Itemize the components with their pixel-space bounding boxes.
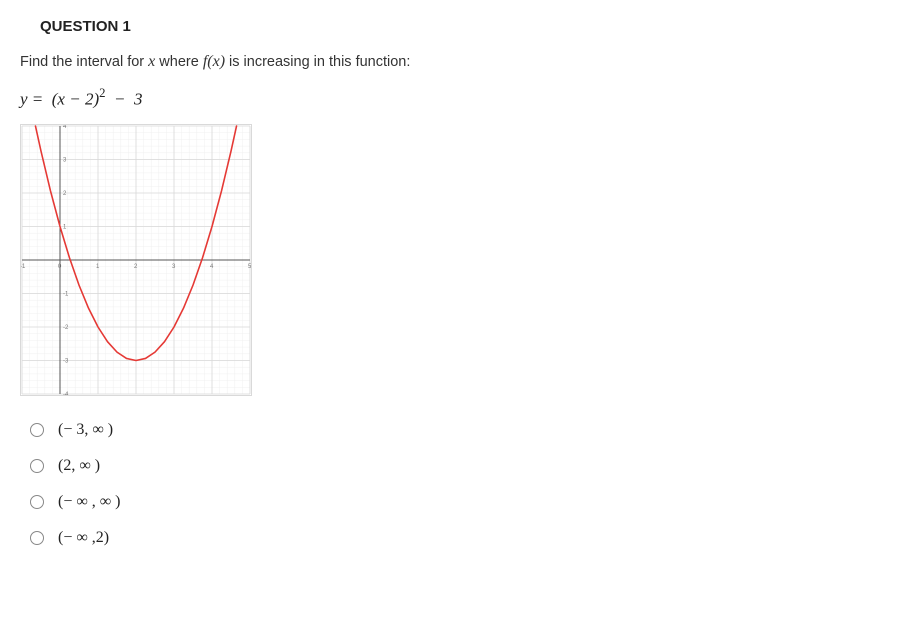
- option-label-2: (− ∞ , ∞ ): [58, 493, 121, 511]
- chart-svg: -1012345-4-3-2-11234: [20, 124, 252, 396]
- option-radio-1[interactable]: [30, 459, 44, 473]
- parabola-chart: -1012345-4-3-2-11234: [20, 124, 891, 401]
- option-row-1[interactable]: (2, ∞ ): [30, 457, 891, 475]
- prompt-text-pre: Find the interval for: [20, 54, 148, 70]
- question-prompt: Find the interval for x where f(x) is in…: [20, 53, 891, 71]
- svg-text:-2: -2: [63, 325, 69, 331]
- option-radio-2[interactable]: [30, 495, 44, 509]
- option-radio-0[interactable]: [30, 423, 44, 437]
- prompt-text-mid: where: [155, 54, 203, 70]
- option-row-3[interactable]: (− ∞ ,2): [30, 529, 891, 547]
- question-number: QUESTION 1: [40, 18, 891, 35]
- svg-text:-1: -1: [63, 291, 69, 297]
- option-row-0[interactable]: (− 3, ∞ ): [30, 421, 891, 439]
- option-label-1: (2, ∞ ): [58, 457, 100, 475]
- svg-text:-3: -3: [63, 358, 69, 364]
- options-group: (− 3, ∞ ) (2, ∞ ) (− ∞ , ∞ ) (− ∞ ,2): [20, 421, 891, 547]
- option-row-2[interactable]: (− ∞ , ∞ ): [30, 493, 891, 511]
- prompt-fx: f(x): [203, 53, 225, 70]
- option-radio-3[interactable]: [30, 531, 44, 545]
- option-label-3: (− ∞ ,2): [58, 529, 109, 547]
- prompt-text-post: is increasing in this function:: [225, 54, 410, 70]
- option-label-0: (− 3, ∞ ): [58, 421, 113, 439]
- equation: y = (x − 2)2 − 3: [20, 87, 891, 110]
